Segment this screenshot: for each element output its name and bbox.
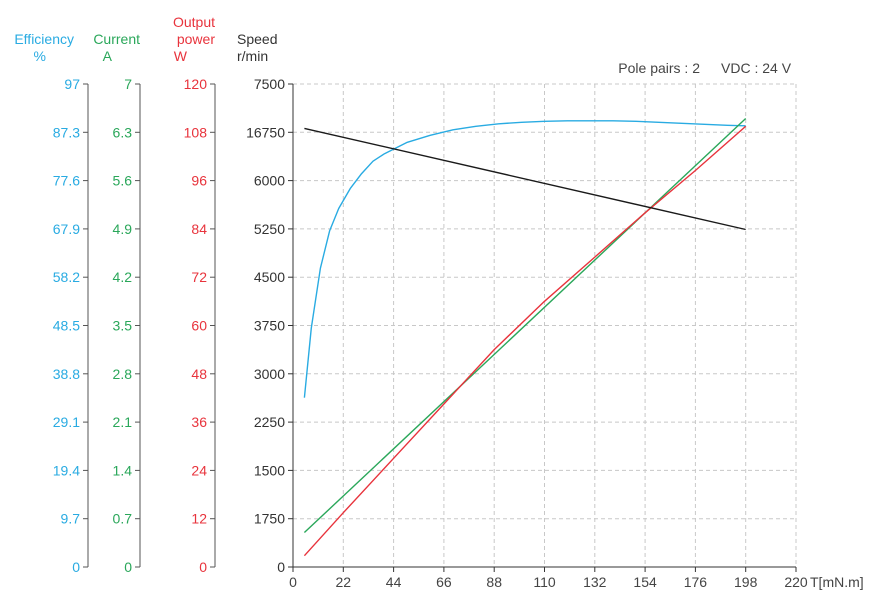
grid-lines: [293, 83, 797, 567]
y-tick-label-power: 0: [199, 559, 207, 575]
x-tick-label: 154: [633, 574, 657, 590]
y-axis-title-power: W: [174, 48, 188, 64]
annotation-vdc: VDC : 24 V: [721, 60, 792, 76]
y-tick-label-efficiency: 29.1: [53, 414, 80, 430]
y-tick-label-efficiency: 9.7: [61, 511, 81, 527]
y-axis-title-current: A: [103, 48, 113, 64]
annotation-pole-pairs: Pole pairs : 2: [618, 60, 700, 76]
y-tick-label-power: 108: [184, 124, 208, 140]
y-tick-label-power: 48: [191, 366, 207, 382]
y-tick-label-speed: 3750: [254, 318, 285, 334]
y-axis-title-efficiency: Efficiency: [14, 31, 74, 47]
y-tick-label-speed: 7500: [254, 76, 285, 92]
y-tick-label-efficiency: 87.3: [53, 124, 80, 140]
y-tick-label-efficiency: 67.9: [53, 221, 80, 237]
x-tick-label: 110: [533, 574, 556, 590]
y-tick-label-current: 7: [124, 76, 132, 92]
y-axis-title-efficiency: %: [34, 48, 46, 64]
y-axis-title-current: Current: [93, 31, 140, 47]
y-tick-label-speed: 4500: [254, 269, 285, 285]
y-tick-label-efficiency: 38.8: [53, 366, 80, 382]
y-tick-label-speed: 3000: [254, 366, 285, 382]
y-tick-label-speed: 1500: [254, 462, 285, 478]
y-tick-label-power: 96: [191, 173, 207, 189]
y-tick-label-current: 2.1: [113, 414, 133, 430]
x-tick-label: 22: [336, 574, 352, 590]
x-tick-label: 88: [486, 574, 502, 590]
x-tick-label: 132: [583, 574, 607, 590]
y-tick-label-efficiency: 77.6: [53, 173, 80, 189]
x-tick-label: 176: [684, 574, 708, 590]
y-tick-label-efficiency: 19.4: [53, 462, 80, 478]
y-axis-title-speed: r/min: [237, 48, 268, 64]
y-tick-label-current: 1.4: [113, 462, 133, 478]
y-tick-label-speed: 5250: [254, 221, 285, 237]
y-tick-label-speed: 16750: [246, 124, 285, 140]
y-tick-label-current: 3.5: [113, 318, 133, 334]
y-tick-label-current: 5.6: [113, 173, 133, 189]
series-line-efficiency: [303, 120, 746, 398]
x-axis: 0 22 44 66 88 110 132 154 176 198 220 T[mN.m]: [289, 566, 864, 590]
x-tick-label: 198: [734, 574, 758, 590]
y-tick-label-power: 120: [184, 76, 208, 92]
y-tick-label-current: 4.2: [113, 269, 133, 285]
y-axis-efficiency: 0 9.7 19.4 29.1 38.8 48.5 58.2 67.9 77.6 87.3 97 Ef…: [14, 31, 89, 575]
series-line-power: [303, 125, 747, 557]
y-axis-speed: 0 1750 1500 2250 3000 3750 4500 5250 6000 16750 75…: [237, 31, 294, 575]
y-tick-label-current: 6.3: [113, 124, 133, 140]
y-tick-label-speed: 6000: [254, 173, 285, 189]
y-tick-label-power: 84: [191, 221, 207, 237]
y-tick-label-speed: 0: [277, 559, 285, 575]
y-tick-label-power: 36: [191, 414, 207, 430]
y-tick-label-current: 0: [124, 559, 132, 575]
annotations: Pole pairs : 2 VDC : 24 V: [618, 60, 791, 76]
y-tick-label-efficiency: 58.2: [53, 269, 80, 285]
y-tick-label-power: 72: [191, 269, 207, 285]
y-tick-label-current: 4.9: [113, 221, 133, 237]
series-line-speed: [304, 127, 746, 231]
y-tick-label-efficiency: 0: [72, 559, 80, 575]
y-tick-label-efficiency: 97: [64, 76, 80, 92]
y-tick-label-current: 0.7: [113, 511, 133, 527]
y-tick-label-current: 2.8: [113, 366, 133, 382]
y-tick-label-power: 12: [191, 511, 207, 527]
x-tick-label: 66: [436, 574, 452, 590]
x-axis-label: T[mN.m]: [810, 574, 864, 590]
y-tick-label-efficiency: 48.5: [53, 318, 80, 334]
y-tick-label-power: 24: [191, 462, 207, 478]
x-tick-label: 220: [784, 574, 808, 590]
y-axis-title-power: power: [177, 31, 215, 47]
y-tick-label-speed: 2250: [254, 414, 285, 430]
y-tick-label-speed: 1750: [254, 511, 285, 527]
y-axis-title-power: Output: [173, 14, 215, 30]
series-line-current: [303, 117, 747, 534]
x-tick-label: 44: [386, 574, 402, 590]
y-tick-label-power: 60: [191, 318, 207, 334]
x-tick-label: 0: [289, 574, 297, 590]
y-axis-title-speed: Speed: [237, 31, 277, 47]
